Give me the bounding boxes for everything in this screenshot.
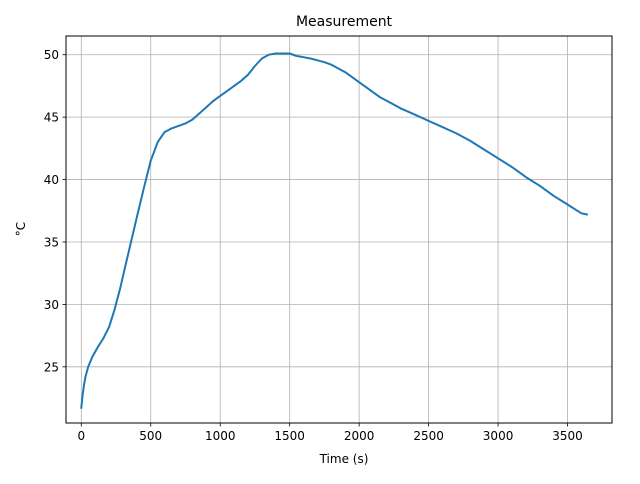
x-tick-label: 2000 [344,429,375,443]
y-tick-label: 35 [44,235,59,249]
x-tick-label: 2500 [413,429,444,443]
x-tick-label: 3000 [483,429,514,443]
chart-title: Measurement [296,14,393,30]
x-tick-label: 1000 [205,429,236,443]
series-line [80,52,588,409]
y-tick-label: 50 [44,48,59,62]
y-tick-label: 40 [44,173,59,187]
x-tick-label: 500 [139,429,162,443]
x-axis-label: Time (s) [319,452,369,466]
y-tick-label: 25 [44,360,59,374]
x-tick-label: 3500 [552,429,583,443]
axes-frame [65,35,613,424]
x-tick-label: 0 [77,429,85,443]
x-tick-label: 1500 [274,429,305,443]
y-axis-label: °C [14,222,28,236]
y-tick-label: 45 [44,111,59,125]
y-tick-label: 30 [44,298,59,312]
grid [66,36,612,423]
plot-area [80,52,588,409]
axis-ticks: 0 500 1000 1500 2000 2500 3000 3500 25 30 35 40 45 50 [44,48,583,443]
